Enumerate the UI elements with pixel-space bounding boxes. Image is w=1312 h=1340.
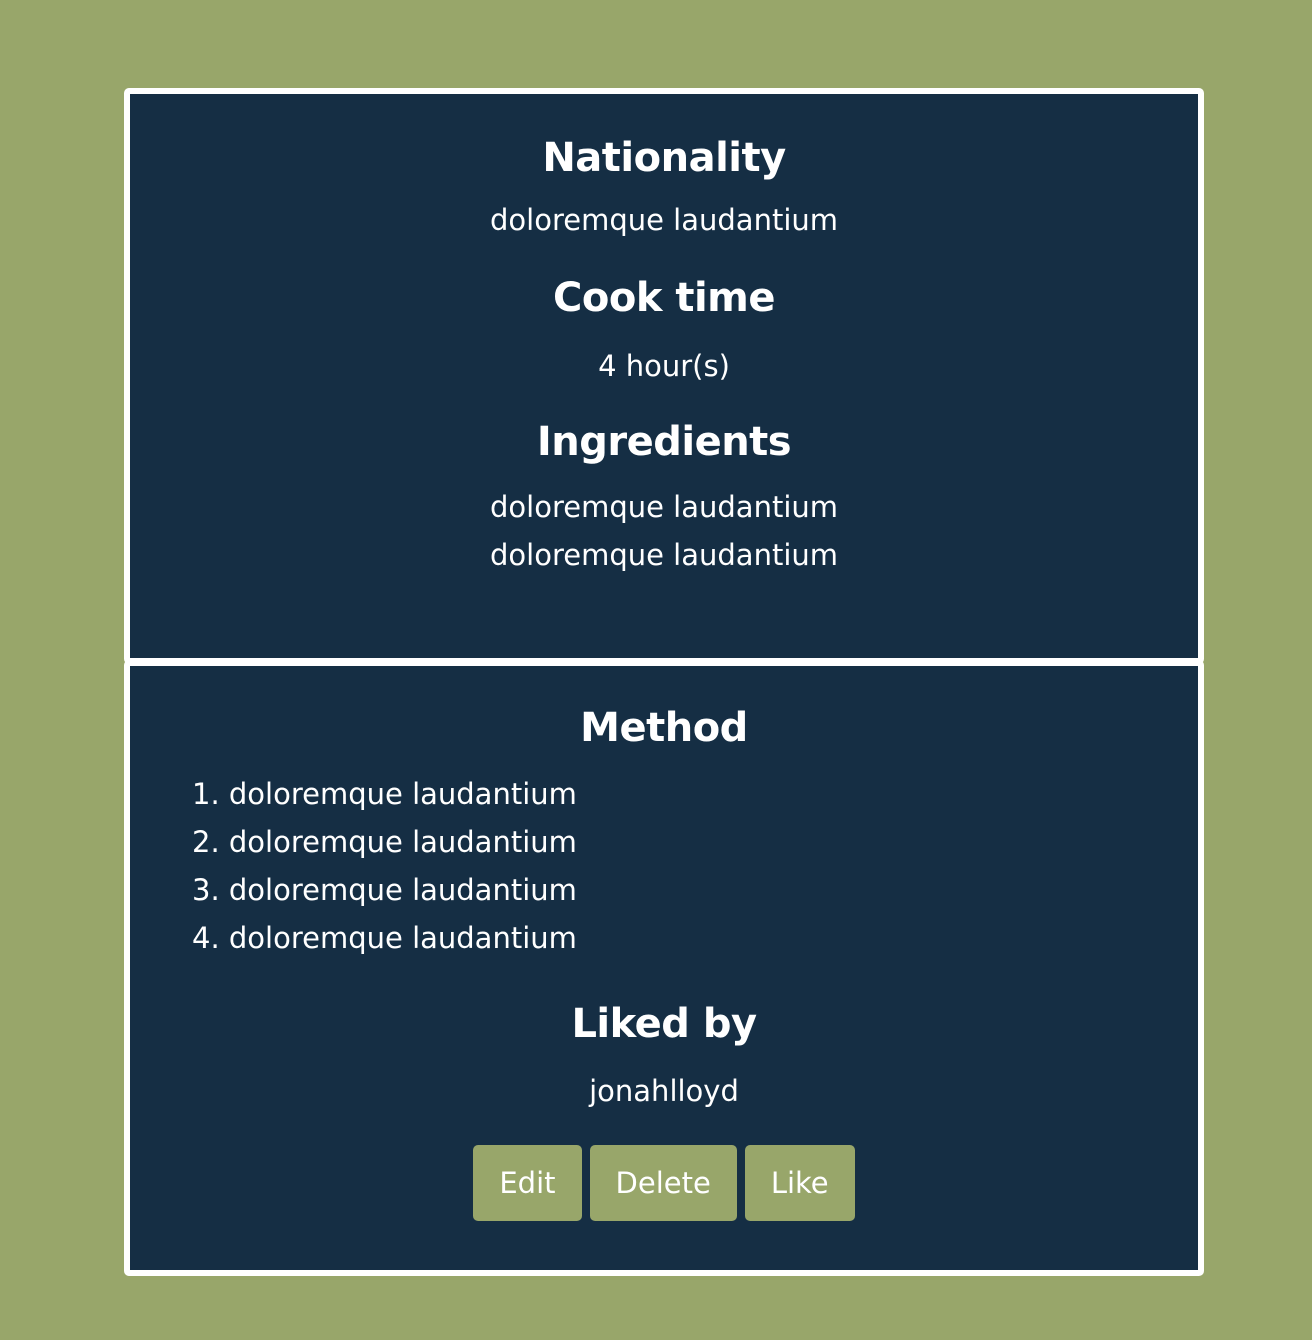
ingredients-list: doloremque laudantium doloremque laudant… [130,483,1198,579]
action-buttons: Edit Delete Like [130,1145,1198,1221]
delete-button[interactable]: Delete [589,1145,737,1221]
cooktime-heading: Cook time [553,275,775,321]
method-list: 1. doloremque laudantium 2. doloremque l… [192,770,1198,962]
ingredients-section: Ingredients doloremque laudantium dolore… [130,418,1198,579]
liked-by-heading: Liked by [571,1001,757,1047]
method-heading: Method [580,705,748,751]
ingredient-item: doloremque laudantium [490,490,838,524]
nationality-value: doloremque laudantium [490,203,838,237]
like-button[interactable]: Like [744,1145,855,1221]
method-step: 3. doloremque laudantium [192,873,577,907]
liked-by-section: Liked by jonahlloyd [130,1000,1198,1115]
edit-button[interactable]: Edit [473,1145,582,1221]
method-step: 1. doloremque laudantium [192,777,577,811]
liked-by-user: jonahlloyd [589,1074,739,1108]
method-step: 4. doloremque laudantium [192,921,577,955]
ingredient-item: doloremque laudantium [490,538,838,572]
cooktime-section: Cook time 4 hour(s) [130,274,1198,390]
cooktime-value: 4 hour(s) [598,349,730,383]
recipe-details-card: Nationality doloremque laudantium Cook t… [124,88,1204,664]
recipe-method-card: Method 1. doloremque laudantium 2. dolor… [124,660,1204,1276]
nationality-heading: Nationality [542,135,786,181]
nationality-section: Nationality doloremque laudantium [130,94,1198,244]
method-step: 2. doloremque laudantium [192,825,577,859]
ingredients-heading: Ingredients [536,419,792,465]
method-section: Method 1. doloremque laudantium 2. dolor… [130,666,1198,962]
